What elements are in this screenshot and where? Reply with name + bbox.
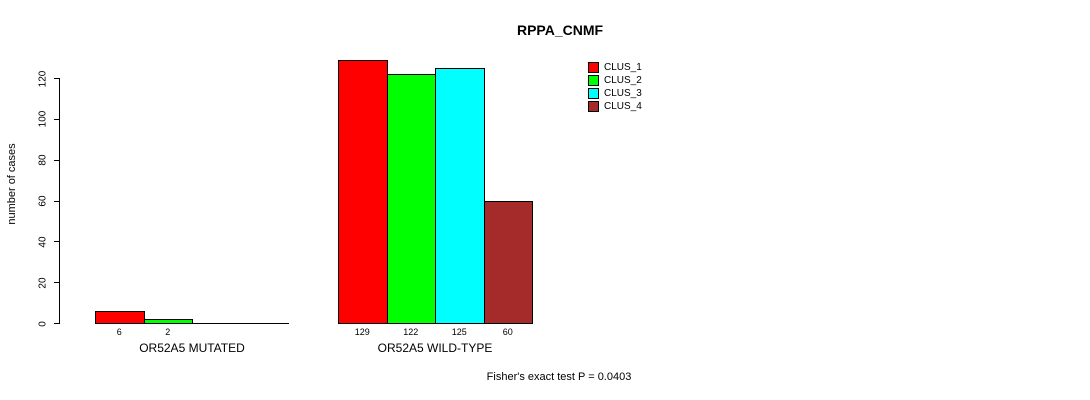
legend-swatch-icon: [588, 88, 599, 99]
y-axis-tick: [54, 159, 59, 161]
chart-title: RPPA_CNMF: [516, 22, 604, 38]
legend: CLUS_1 CLUS_2 CLUS_3 CLUS_4: [588, 61, 642, 113]
y-axis-tick-label: 40: [37, 236, 49, 248]
bar-value-label: 129: [354, 327, 370, 337]
bar-clus_3-or52a5-wild-type: [435, 67, 485, 324]
legend-swatch-icon: [588, 101, 599, 112]
bar-value-label: 2: [165, 327, 171, 337]
legend-label: CLUS_3: [604, 88, 642, 99]
y-axis-tick: [54, 200, 59, 202]
bar-clus_1-or52a5-mutated: [95, 310, 145, 324]
legend-item: CLUS_2: [588, 74, 642, 87]
bar-clus_2-or52a5-mutated: [143, 318, 193, 324]
y-axis-tick: [54, 282, 59, 284]
bar-clus_4-or52a5-wild-type: [483, 200, 533, 324]
legend-item: CLUS_4: [588, 100, 642, 113]
y-axis-tick-label: 100: [37, 110, 49, 128]
bar-clus_1-or52a5-wild-type: [338, 59, 388, 324]
y-axis-tick-label: 120: [37, 70, 49, 87]
legend-swatch-icon: [588, 75, 599, 86]
y-axis-tick: [54, 323, 59, 324]
annotation-text: Fisher's exact test P = 0.0403: [486, 371, 632, 383]
bar-clus_2-or52a5-wild-type: [386, 73, 436, 324]
legend-item: CLUS_3: [588, 87, 642, 100]
legend-label: CLUS_1: [604, 62, 642, 73]
y-axis-tick: [54, 241, 59, 243]
y-axis-tick: [54, 78, 59, 79]
x-axis-group-label: OR52A5 MUTATED: [139, 341, 245, 355]
legend-label: CLUS_2: [604, 75, 642, 86]
bar-value-label: 60: [502, 327, 513, 337]
bar-value-label: 122: [403, 327, 419, 337]
y-axis-line: [59, 78, 60, 324]
bar-value-label: 6: [116, 327, 122, 337]
y-axis-tick-label: 60: [37, 195, 49, 207]
x-axis-group-label: OR52A5 WILD-TYPE: [377, 341, 493, 355]
legend-item: CLUS_1: [588, 61, 642, 74]
y-axis-tick-label: 80: [37, 154, 49, 166]
bar-value-label: 125: [451, 327, 467, 337]
y-axis-tick-label: 0: [37, 320, 49, 327]
legend-swatch-icon: [588, 62, 599, 73]
y-axis-tick: [54, 118, 59, 120]
y-axis-tick-label: 20: [37, 277, 49, 289]
legend-label: CLUS_4: [604, 101, 642, 112]
